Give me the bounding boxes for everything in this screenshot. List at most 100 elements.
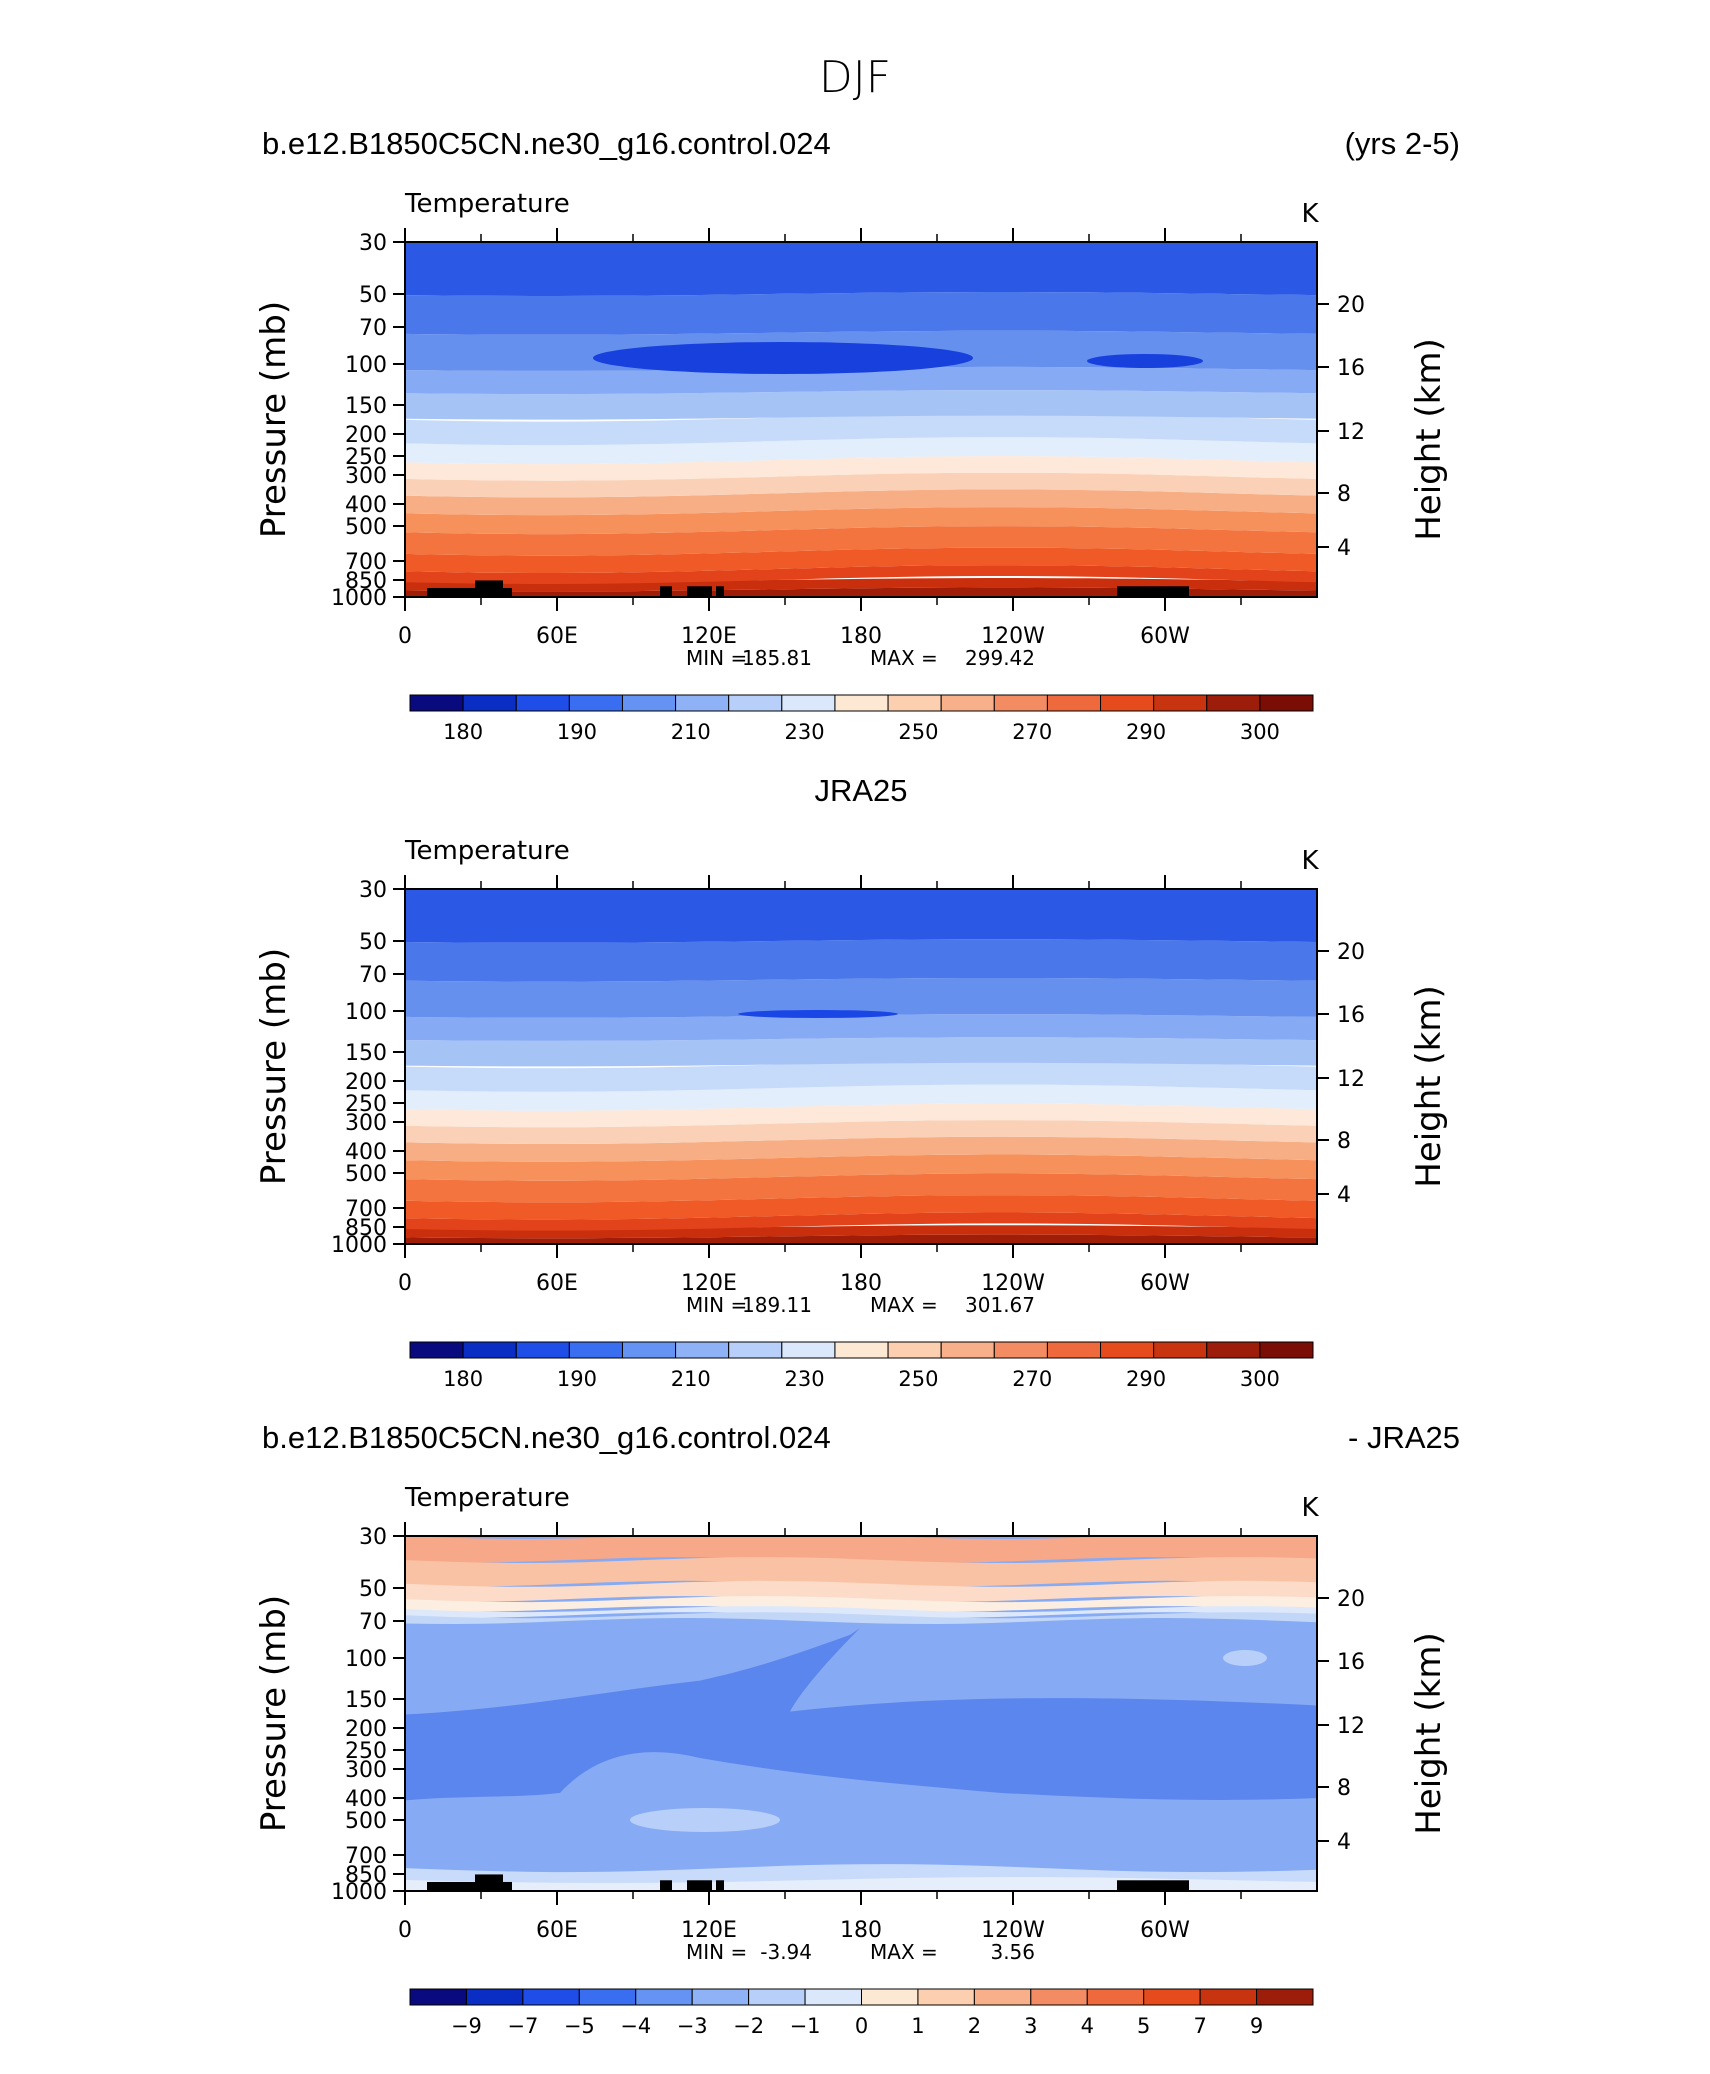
x-tick-label: 60E <box>536 1271 578 1296</box>
contour-band <box>405 1877 1317 1891</box>
pressure-tick-label: 1000 <box>331 1880 387 1905</box>
height-tick-label: 12 <box>1337 420 1365 445</box>
contour-band <box>405 1103 1317 1128</box>
x-tick-label: 180 <box>840 624 882 649</box>
colorbar-label: −3 <box>677 2014 708 2038</box>
colorbar-label: 290 <box>1126 1367 1166 1391</box>
contour-band <box>405 526 1317 556</box>
contour-band <box>405 366 1317 395</box>
pressure-tick-label: 70 <box>359 316 387 341</box>
pressure-tick-label: 400 <box>345 493 387 518</box>
contour-band <box>405 1136 1317 1162</box>
contour-band <box>630 1808 780 1832</box>
header-right: - JRA25 <box>1348 1420 1460 1455</box>
colorbar-swatch <box>621 1341 677 1359</box>
contour-band <box>405 889 1317 943</box>
topography <box>475 580 503 597</box>
height-tick-label: 4 <box>1337 1830 1351 1855</box>
colorbar-label: 300 <box>1240 720 1280 744</box>
topography <box>427 587 512 597</box>
colorbar-swatch <box>804 1988 862 2006</box>
y-axis-title-right: Height (km) <box>1409 985 1449 1188</box>
pressure-tick-label: 850 <box>345 1863 387 1888</box>
x-tick-label: 0 <box>398 624 412 649</box>
colorbar-label: 7 <box>1193 2014 1206 2038</box>
topography <box>475 1874 503 1891</box>
colorbar-swatch <box>522 1988 580 2006</box>
cold-pool <box>1087 354 1203 368</box>
pressure-tick-label: 500 <box>345 1162 387 1187</box>
y-axis-title-right: Height (km) <box>1409 1632 1449 1835</box>
pressure-tick-label: 30 <box>359 1525 387 1550</box>
colorbar-swatch <box>409 694 464 712</box>
contour-band <box>405 587 1317 597</box>
colorbar-label: 230 <box>785 1367 825 1391</box>
contour-band <box>405 1084 1317 1111</box>
colorbar-swatch <box>1206 694 1261 712</box>
header-right: (yrs 2-5) <box>1345 126 1460 161</box>
height-tick-label: 8 <box>1337 1129 1351 1154</box>
panel-diff: b.e12.B1850C5CN.ne30_g16.control.024 - JR… <box>254 1420 1460 2038</box>
pressure-tick-label: 150 <box>345 1041 387 1066</box>
min-label: MIN = <box>686 646 747 670</box>
contour-band <box>405 1580 1317 1603</box>
subtitle-left: Temperature <box>404 836 570 866</box>
subtitle-left: Temperature <box>404 189 570 219</box>
colorbar-swatch <box>515 1341 570 1359</box>
pressure-tick-label: 300 <box>345 1758 387 1783</box>
contour-band <box>405 1557 1317 1587</box>
pressure-tick-label: 200 <box>345 1717 387 1742</box>
pressure-tick-label: 250 <box>345 1739 387 1764</box>
pressure-tick-label: 200 <box>345 1070 387 1095</box>
colorbar-swatch <box>675 694 730 712</box>
colorbar-swatch <box>1086 1988 1145 2006</box>
contour-band <box>405 413 1317 446</box>
colorbar-label: 9 <box>1250 2014 1263 2038</box>
topography <box>1117 586 1189 597</box>
pressure-tick-label: 850 <box>345 569 387 594</box>
max-value: 299.42 <box>965 646 1035 670</box>
height-tick-label: 16 <box>1337 1003 1365 1028</box>
contour-band <box>405 437 1317 465</box>
subtitle-left: Temperature <box>404 1483 570 1513</box>
height-tick-label: 12 <box>1337 1067 1365 1092</box>
colorbar-label: 2 <box>968 2014 981 2038</box>
colorbar-swatch <box>578 1988 637 2006</box>
colorbar-label: 270 <box>1012 1367 1052 1391</box>
contour-band <box>405 578 1317 592</box>
colorbar-label: −4 <box>620 2014 651 2038</box>
pressure-tick-label: 50 <box>359 930 387 955</box>
topography <box>716 586 724 597</box>
colorbar-label: 4 <box>1081 2014 1094 2038</box>
pressure-tick-label: 500 <box>345 515 387 540</box>
contour-band <box>405 1606 1317 1619</box>
contour-band <box>405 939 1317 982</box>
height-tick-label: 20 <box>1337 293 1365 318</box>
colorbar-label: 290 <box>1126 720 1166 744</box>
colorbar-swatch <box>728 694 783 712</box>
contour-band <box>405 1536 1317 1563</box>
colorbar-swatch <box>621 694 677 712</box>
max-label: MAX = <box>870 646 938 670</box>
figure-title: DJF <box>819 52 891 103</box>
max-label: MAX = <box>870 1293 938 1317</box>
colorbar-label: −1 <box>790 2014 821 2038</box>
pressure-tick-label: 70 <box>359 963 387 988</box>
x-tick-label: 180 <box>840 1271 882 1296</box>
pressure-tick-label: 400 <box>345 1140 387 1165</box>
colorbar-label: −9 <box>451 2014 482 2038</box>
contour-band <box>405 242 1317 296</box>
topography <box>427 1881 512 1891</box>
colorbar-swatch <box>1030 1988 1088 2006</box>
colorbar-swatch <box>1259 694 1314 712</box>
colorbar-swatch <box>728 1341 783 1359</box>
colorbar-swatch <box>462 694 517 712</box>
y-axis-title: Pressure (mb) <box>254 1595 294 1832</box>
contour-band <box>405 1234 1317 1244</box>
colorbar-swatch <box>1100 694 1155 712</box>
colorbar-label: 300 <box>1240 1367 1280 1391</box>
colorbar-label: 190 <box>557 720 597 744</box>
colorbar-swatch <box>973 1988 1032 2006</box>
y-axis-title: Pressure (mb) <box>254 301 294 538</box>
